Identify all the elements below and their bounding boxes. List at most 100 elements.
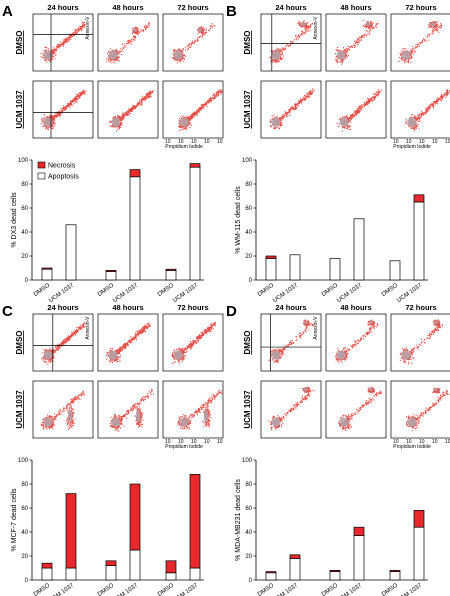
time-label: 48 hours (112, 303, 143, 312)
bar-necrosis (165, 268, 177, 271)
bar-necrosis (389, 570, 401, 572)
flow-dots (269, 88, 315, 130)
y-tick-label: 100 (18, 158, 29, 164)
flow-density-core (198, 27, 203, 33)
bar-apoptosis (65, 567, 77, 581)
flow-event-dots (171, 23, 216, 64)
category-label: DMSO (157, 283, 175, 298)
flow-x-tick-label: 10 (406, 139, 412, 145)
flow-density-core (108, 350, 118, 360)
bar-apoptosis (413, 526, 425, 581)
bar-apoptosis (389, 260, 401, 281)
flow-x-tick-label: 10 (445, 439, 450, 445)
flow-x-axis-label: Propidium Iodide (393, 444, 431, 450)
bar-necrosis (165, 560, 177, 574)
flow-y-axis-label: Annexin-V (313, 316, 319, 340)
flow-density-core (300, 22, 306, 27)
flow-density-core (271, 417, 281, 427)
category-label: UCM 1037 (272, 282, 299, 304)
flow-density-core (43, 50, 53, 60)
y-tick-label: 80 (245, 182, 252, 188)
category-label: UCM 1037 (48, 582, 75, 596)
y-axis-label: % MDA-MB231 dead cells (235, 479, 242, 561)
flow-x-tick-label: 10 (165, 439, 171, 445)
y-tick-label: 60 (21, 506, 28, 512)
y-tick-label: 20 (245, 554, 252, 560)
flow-density-core (135, 409, 141, 423)
flow-event-dots (405, 387, 450, 432)
flow-density-core (179, 417, 189, 427)
flow-plot-frame (97, 13, 159, 72)
flow-event-dots (399, 319, 443, 365)
flow-plot-frame (162, 380, 224, 439)
panel-letter: A (2, 3, 13, 20)
flow-plot-frame (32, 380, 94, 439)
bar-necrosis (41, 267, 53, 270)
row-label: UCM 1037 (15, 90, 24, 129)
y-tick-label: 0 (25, 578, 29, 584)
flow-event-dots (268, 386, 315, 431)
y-tick-label: 100 (18, 458, 29, 464)
bar-apoptosis (189, 567, 201, 581)
row-label: UCM 1037 (15, 390, 24, 429)
time-label: 24 hours (275, 3, 306, 12)
flow-dots (109, 388, 155, 432)
flow-dots (399, 319, 443, 365)
flow-y-axis-label: Annexin-V (85, 16, 91, 40)
flow-event-dots (269, 88, 315, 130)
flow-density-core (43, 117, 53, 127)
y-tick-label: 80 (245, 482, 252, 488)
flow-dots (268, 319, 314, 364)
flow-density-core (173, 50, 183, 60)
flow-dots (334, 20, 379, 65)
flow-x-tick-label: 10 (191, 439, 197, 445)
category-label: UCM 1037 (48, 282, 75, 304)
bar-apoptosis (353, 535, 365, 581)
panel-letter: C (2, 303, 13, 320)
bar-necrosis (129, 169, 141, 178)
flow-plot-frame (162, 80, 224, 139)
flow-event-dots (171, 321, 216, 364)
category-label: UCM 1037 (396, 282, 423, 304)
flow-density-core (433, 388, 439, 392)
flow-density-core (271, 117, 281, 127)
bar-apoptosis (265, 258, 277, 281)
y-axis: 0 20 40 60 80 100 (242, 158, 257, 284)
row-label: DMSO (243, 31, 252, 55)
flow-density-core (111, 117, 121, 127)
flow-density-core (67, 409, 73, 423)
category-label: UCM 1037 (272, 582, 299, 596)
bar-necrosis (353, 526, 365, 536)
bar-necrosis (329, 570, 341, 572)
flow-x-tick-label: 10 (217, 139, 223, 145)
bar-necrosis (105, 560, 117, 566)
flow-density-core (339, 417, 349, 427)
y-tick-label: 0 (249, 578, 253, 584)
y-tick-label: 40 (245, 230, 252, 236)
time-label: 72 hours (177, 3, 208, 12)
flow-dots (177, 389, 223, 430)
flow-x-tick-label: 10 (406, 439, 412, 445)
flow-plot-frame (325, 380, 387, 439)
time-label: 48 hours (340, 303, 371, 312)
bar-apoptosis (105, 565, 117, 581)
y-tick-label: 40 (21, 530, 28, 536)
y-tick-label: 0 (249, 278, 253, 284)
time-label: 24 hours (47, 303, 78, 312)
flow-x-tick-label: 10 (217, 439, 223, 445)
flow-dots (405, 387, 450, 432)
flow-plot-frame (97, 380, 159, 439)
flow-y-axis-label: Annexin-V (313, 16, 319, 40)
flow-x-tick-label: 10 (419, 439, 425, 445)
flow-plot-frame (260, 380, 322, 439)
flow-dots (41, 89, 87, 131)
flow-density-core (365, 22, 371, 27)
flow-dots (268, 386, 315, 431)
bar-necrosis (105, 270, 117, 272)
time-label: 24 hours (275, 303, 306, 312)
row-label: DMSO (15, 31, 24, 55)
bar-apoptosis (353, 218, 365, 281)
y-axis-label: % WM-115 dead cells (235, 186, 242, 254)
flow-density-core (179, 117, 189, 127)
bar-necrosis (265, 571, 277, 574)
